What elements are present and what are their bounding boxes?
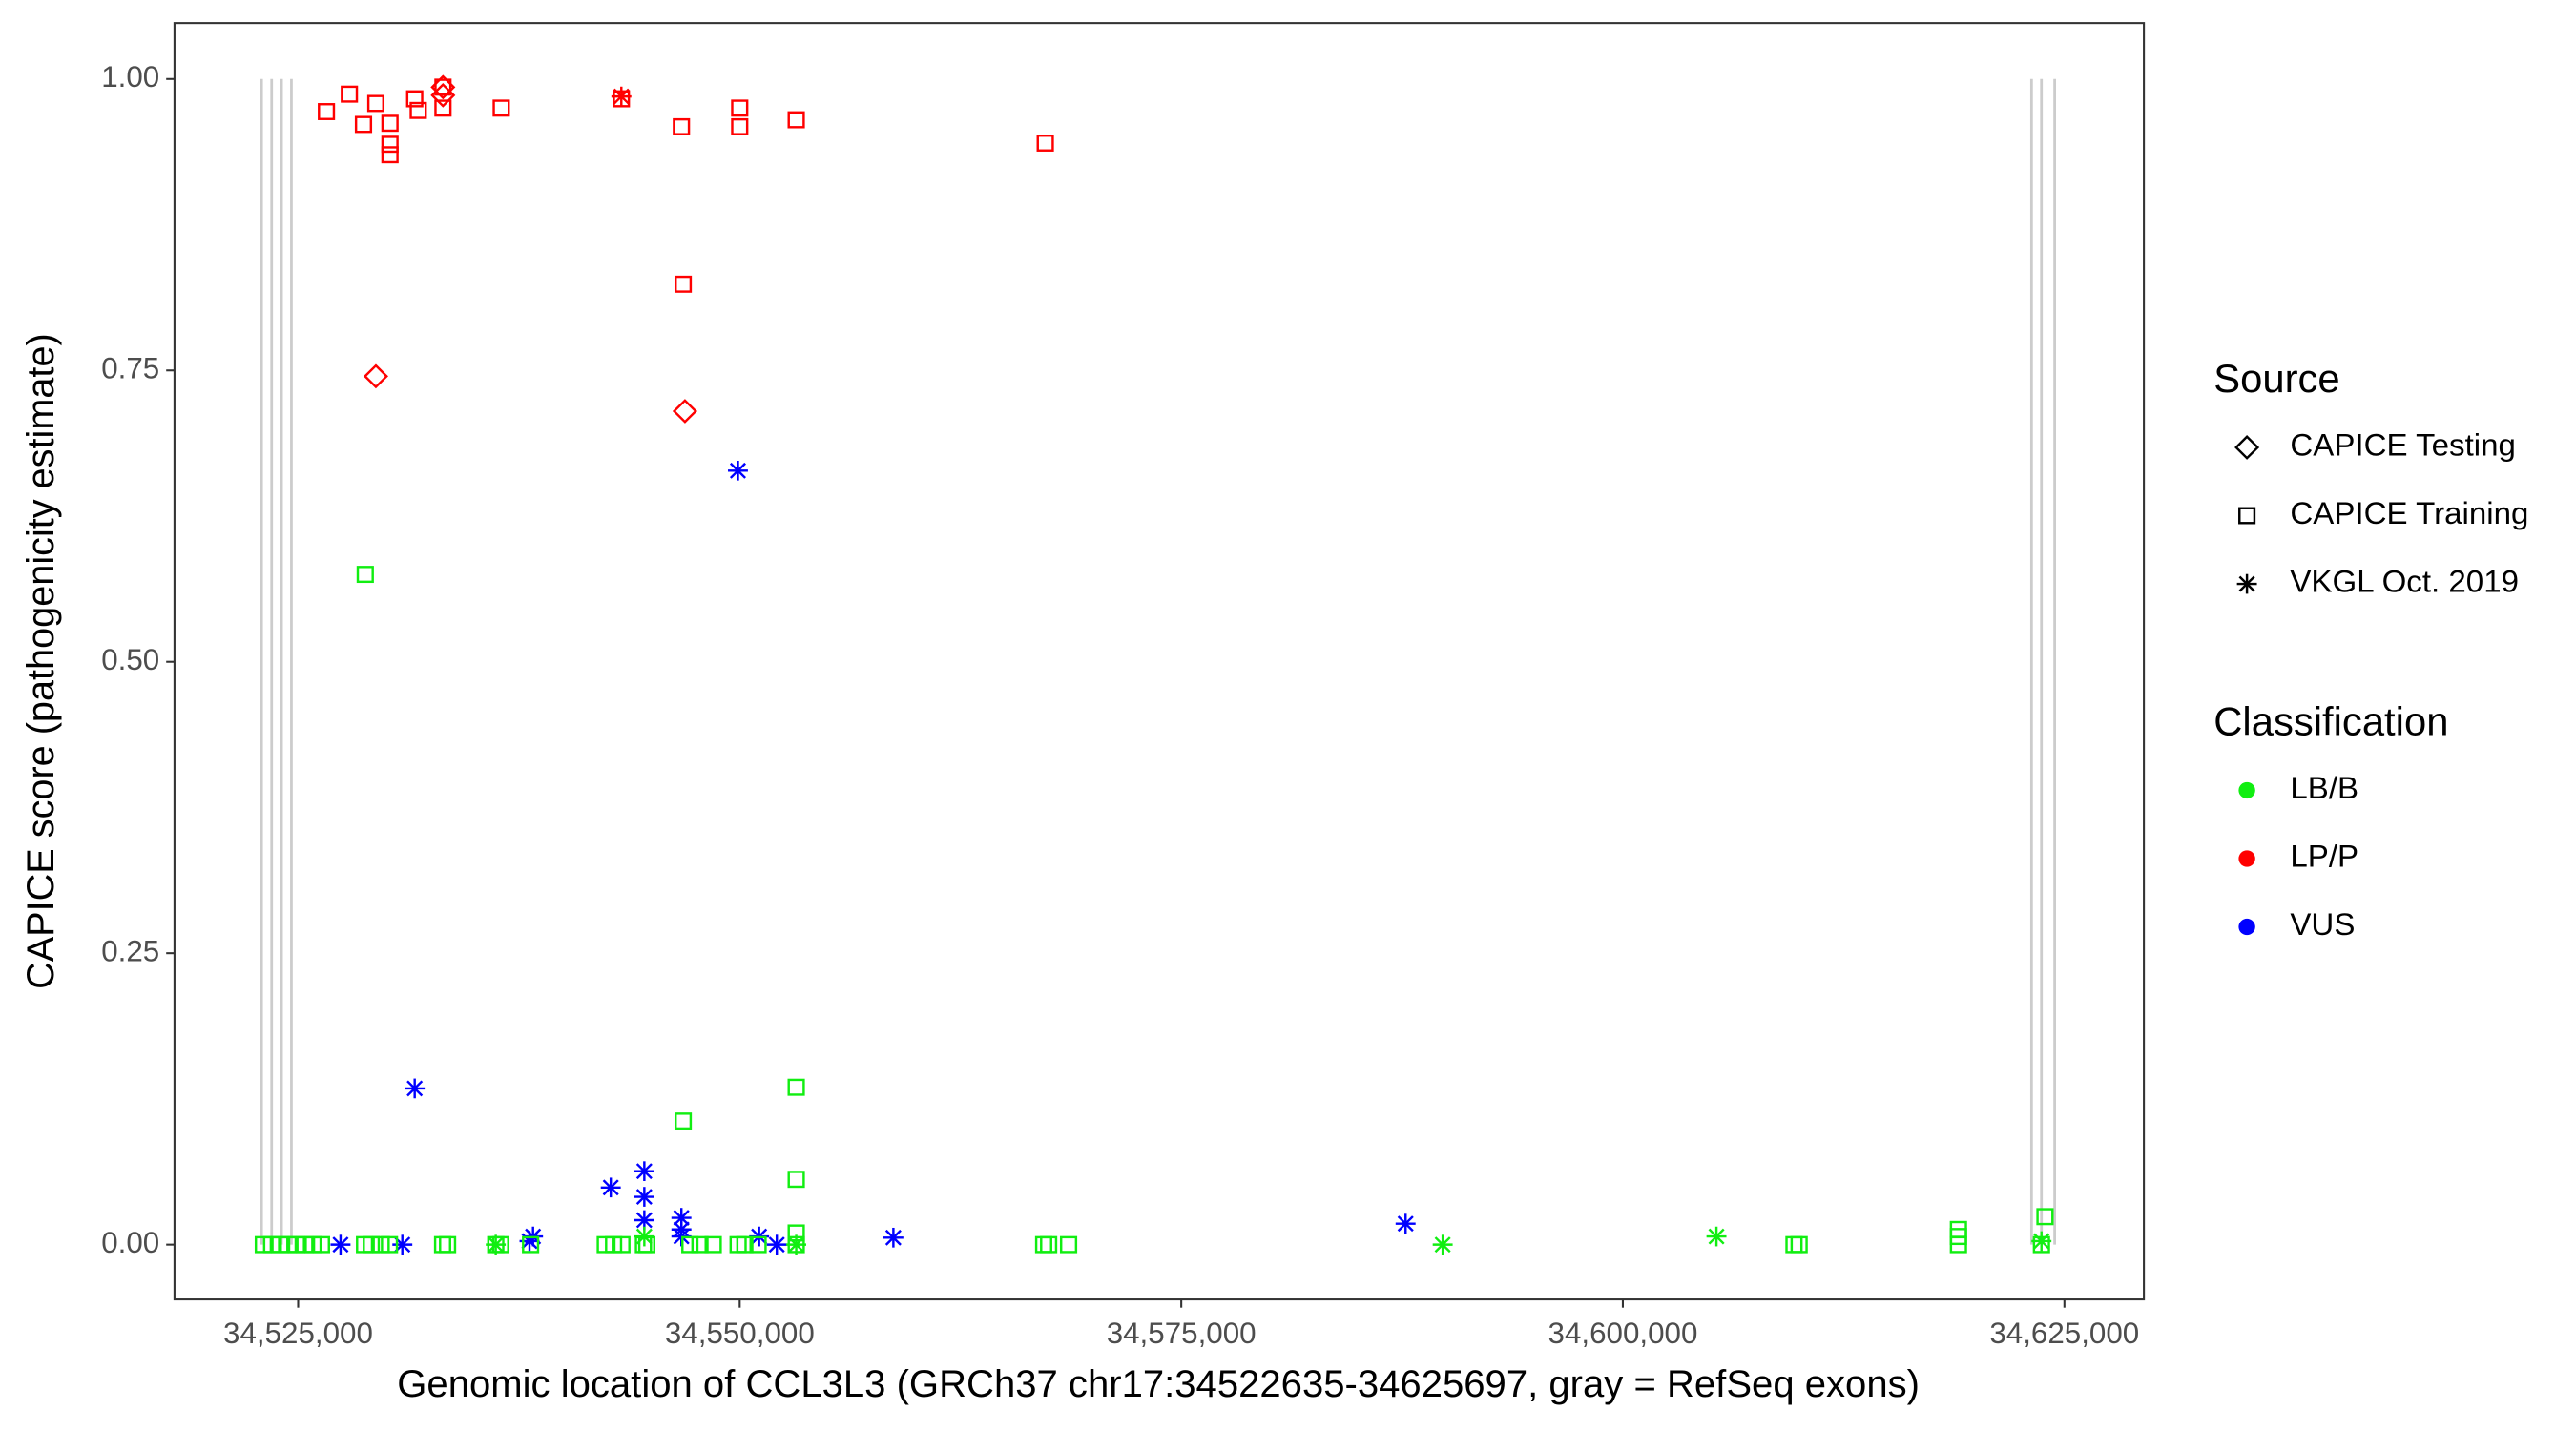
diamond-point — [363, 363, 388, 389]
y-tick-label: 0.25 — [101, 935, 159, 968]
star-point — [671, 1208, 692, 1228]
square-point — [675, 1112, 693, 1130]
square-point — [341, 85, 359, 103]
star-point — [634, 1161, 654, 1182]
star-point — [1432, 1234, 1453, 1255]
legend-title: Source — [2213, 356, 2339, 401]
legend-item: CAPICE Testing — [2234, 427, 2516, 463]
square-point — [366, 94, 385, 113]
square-point — [1949, 1235, 1967, 1254]
square-point — [731, 117, 749, 135]
y-tick-label: 1.00 — [101, 60, 159, 93]
star-point — [2236, 573, 2257, 594]
square-point — [675, 275, 693, 293]
star-point — [330, 1234, 351, 1255]
square-point — [381, 114, 399, 133]
square-point — [312, 1235, 330, 1254]
legend-item: VUS — [2238, 906, 2355, 942]
legend-label: LB/B — [2290, 770, 2358, 805]
star-point — [786, 1234, 807, 1255]
star-point — [883, 1227, 904, 1248]
square-point — [356, 566, 374, 584]
square-point — [736, 1235, 754, 1254]
legend-item: CAPICE Training — [2238, 495, 2528, 530]
square-point — [405, 90, 424, 108]
square-point — [1790, 1235, 1808, 1254]
legend-label: CAPICE Testing — [2290, 427, 2516, 463]
square-point — [434, 78, 452, 96]
y-axis-title: CAPICE score (pathogenicity estimate) — [20, 333, 62, 989]
x-tick-label: 34,600,000 — [1548, 1317, 1698, 1350]
square-point — [439, 1235, 457, 1254]
diamond-point — [672, 399, 697, 424]
star-point — [405, 1078, 426, 1099]
square-point — [787, 1078, 805, 1096]
square-point — [492, 99, 510, 117]
square-point — [681, 1235, 699, 1254]
circle-point — [2238, 781, 2255, 799]
square-point — [787, 1171, 805, 1189]
square-point — [1059, 1235, 1078, 1254]
square-point — [354, 115, 373, 134]
diamond-point — [430, 74, 456, 100]
plot-panel — [173, 22, 2146, 1301]
square-point — [673, 117, 691, 135]
y-tick-label: 0.75 — [101, 352, 159, 385]
x-tick-label: 34,625,000 — [1989, 1317, 2139, 1350]
star-point — [634, 1187, 654, 1207]
x-tick-label: 34,550,000 — [665, 1317, 815, 1350]
square-point — [522, 1235, 540, 1254]
circle-point — [2238, 850, 2255, 867]
star-point — [634, 1226, 654, 1247]
star-point — [600, 1177, 621, 1198]
x-tick-label: 34,575,000 — [1107, 1317, 1257, 1350]
legend-label: VUS — [2290, 906, 2355, 942]
square-point — [363, 1235, 381, 1254]
y-tick-label: 0.50 — [101, 643, 159, 676]
legend-label: CAPICE Training — [2290, 495, 2528, 530]
diamond-point — [2234, 435, 2260, 460]
square-point — [1040, 1235, 1058, 1254]
star-point — [486, 1234, 507, 1255]
square-point — [434, 99, 452, 117]
square-point — [749, 1235, 767, 1254]
x-axis-title: Genomic location of CCL3L3 (GRCh37 chr17… — [397, 1363, 1920, 1405]
square-point — [381, 1235, 399, 1254]
square-point — [381, 146, 399, 164]
legend-label: LP/P — [2290, 839, 2358, 874]
star-point — [611, 86, 632, 107]
square-point — [704, 1235, 722, 1254]
square-point — [409, 101, 427, 119]
square-point — [691, 1235, 709, 1254]
star-point — [728, 460, 748, 481]
square-point — [1036, 135, 1054, 152]
legend-label: VKGL Oct. 2019 — [2290, 564, 2519, 599]
star-point — [766, 1234, 787, 1255]
star-point — [1395, 1213, 1416, 1234]
legend-item: LP/P — [2238, 839, 2358, 874]
legend-item: VKGL Oct. 2019 — [2236, 564, 2519, 599]
square-point — [381, 135, 399, 154]
square-point — [318, 103, 336, 120]
square-point — [2238, 507, 2256, 525]
x-tick-label: 34,525,000 — [223, 1317, 373, 1350]
circle-point — [2238, 918, 2255, 936]
diamond-point — [430, 82, 456, 108]
square-point — [2036, 1208, 2054, 1226]
square-point — [613, 1235, 631, 1254]
y-tick-label: 0.00 — [101, 1226, 159, 1259]
legend-title: Classification — [2213, 699, 2448, 744]
star-point — [2031, 1231, 2052, 1252]
legend-item: LB/B — [2238, 770, 2358, 805]
square-point — [787, 111, 805, 129]
square-point — [731, 99, 749, 117]
star-point — [1706, 1226, 1727, 1247]
